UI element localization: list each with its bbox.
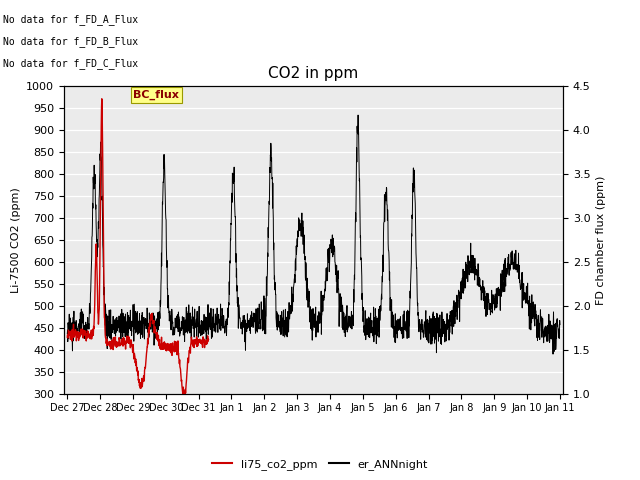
Text: No data for f_FD_A_Flux: No data for f_FD_A_Flux — [3, 14, 138, 25]
Y-axis label: FD chamber flux (ppm): FD chamber flux (ppm) — [596, 175, 606, 305]
Legend: li75_co2_ppm, er_ANNnight: li75_co2_ppm, er_ANNnight — [207, 455, 433, 474]
Y-axis label: Li-7500 CO2 (ppm): Li-7500 CO2 (ppm) — [11, 187, 20, 293]
Text: No data for f_FD_B_Flux: No data for f_FD_B_Flux — [3, 36, 138, 47]
Text: No data for f_FD_C_Flux: No data for f_FD_C_Flux — [3, 58, 138, 69]
Title: CO2 in ppm: CO2 in ppm — [268, 66, 359, 81]
Text: BC_flux: BC_flux — [134, 89, 179, 100]
